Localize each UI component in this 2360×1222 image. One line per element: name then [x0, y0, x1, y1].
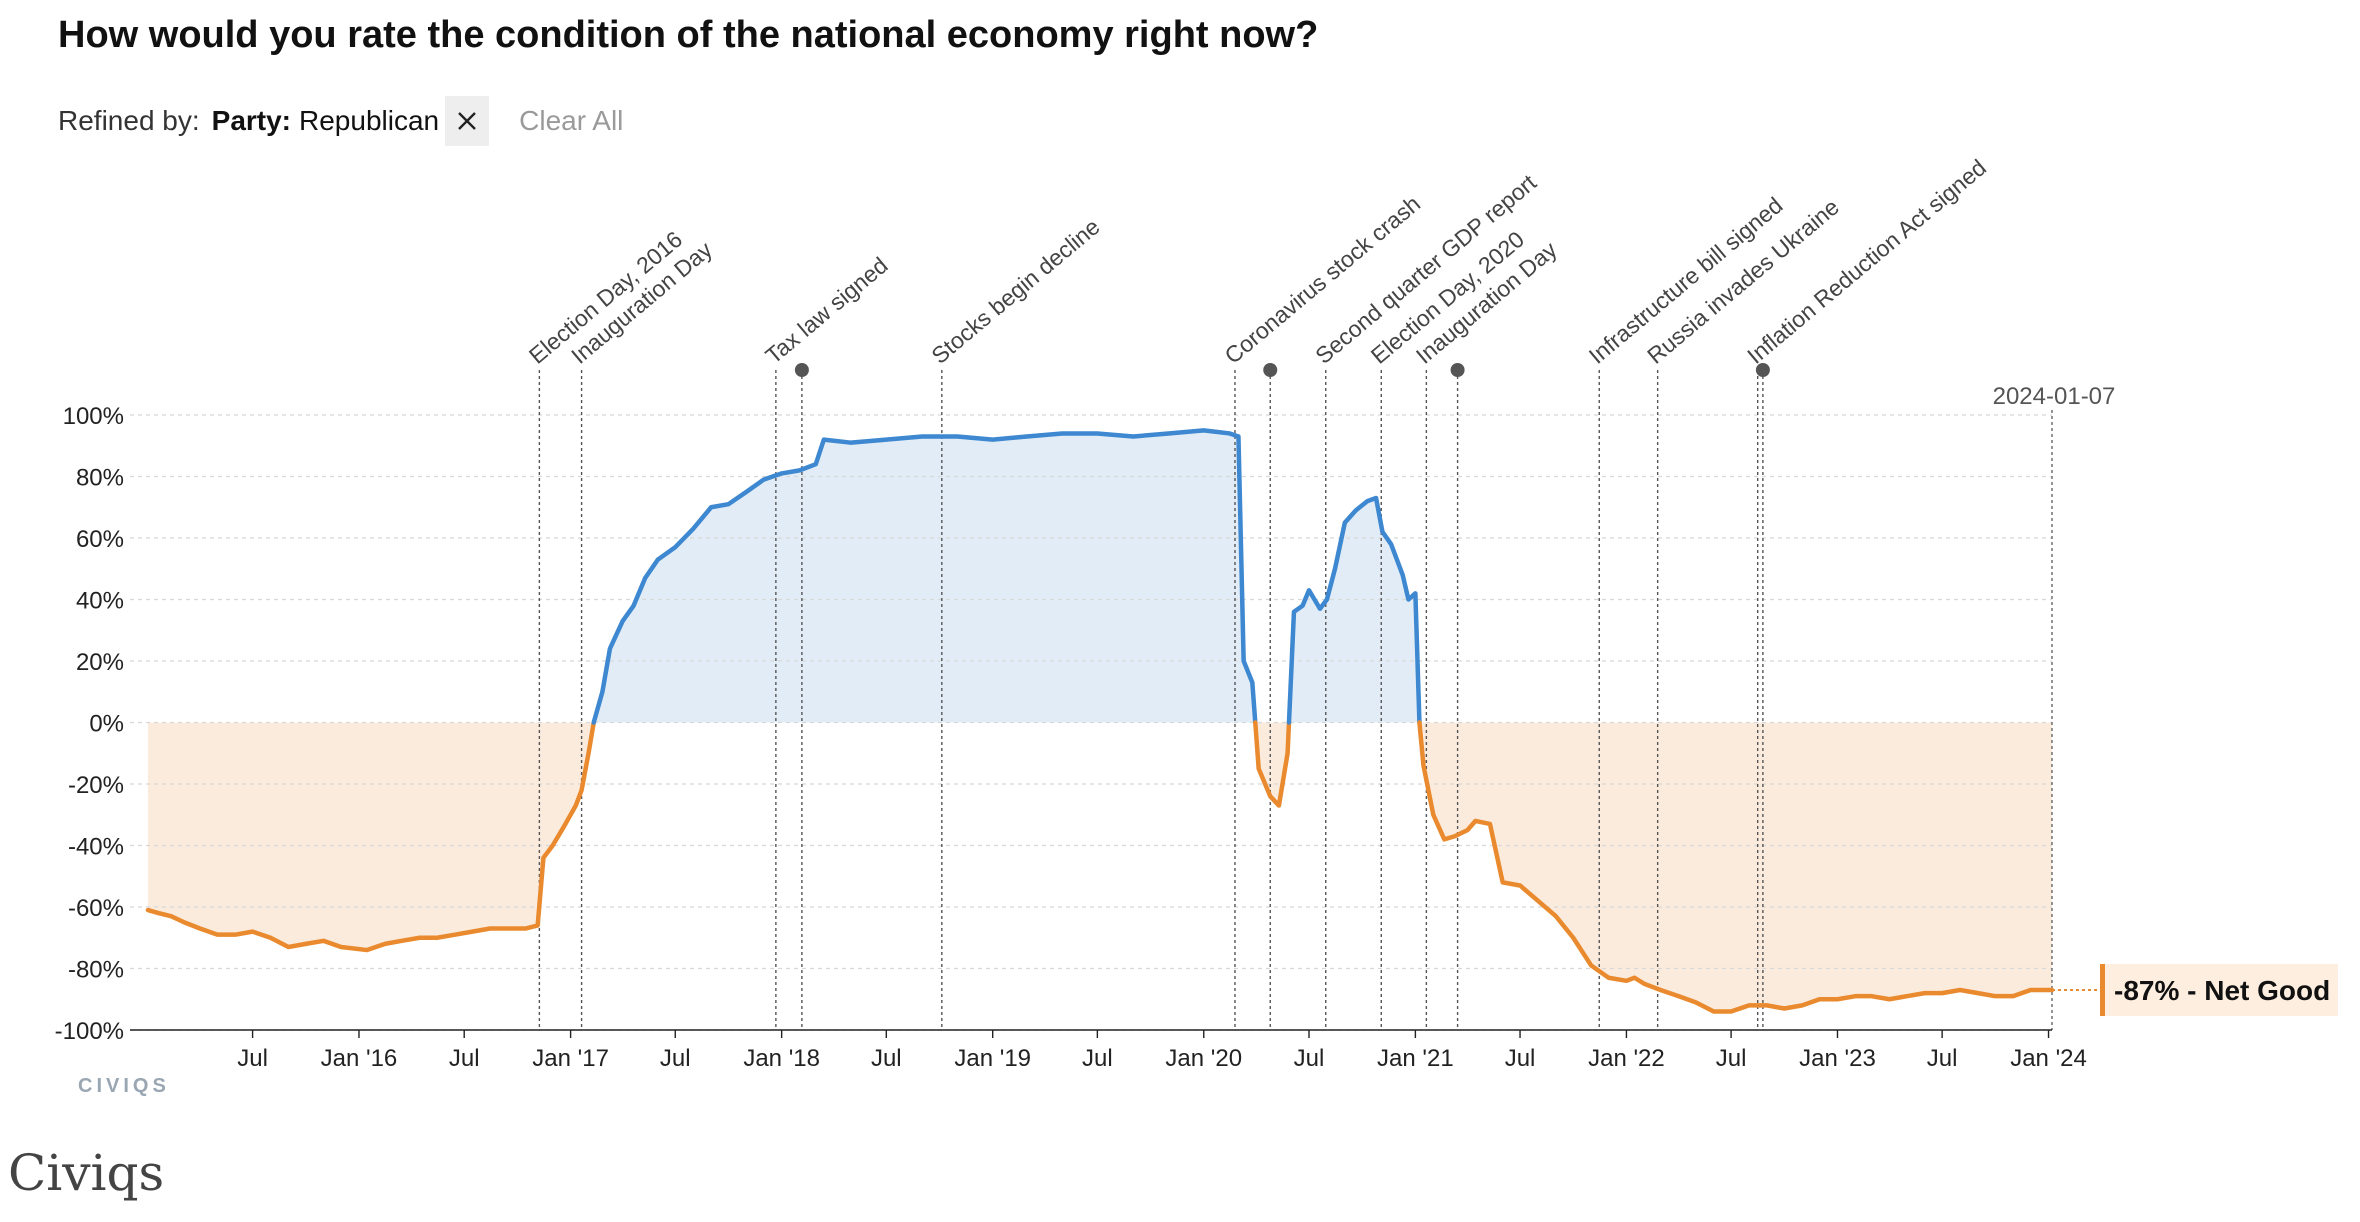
x-tick-label: Jul	[449, 1045, 480, 1072]
x-tick-label: Jan '18	[743, 1045, 820, 1072]
current-date-label: 2024-01-07	[1993, 383, 2116, 410]
x-tick-label: Jan '21	[1377, 1045, 1454, 1072]
x-tick-label: Jan '17	[532, 1045, 609, 1072]
x-tick-label: Jul	[237, 1045, 268, 1072]
positive-series-line	[591, 428, 1258, 725]
positive-series-line	[1286, 495, 1422, 725]
negative-series-line	[145, 720, 596, 953]
y-tick-label: 80%	[76, 465, 124, 492]
positive-area-fill	[593, 430, 1256, 723]
positive-area-fill	[1288, 498, 1420, 723]
x-tick-label: Jan '16	[321, 1045, 398, 1072]
x-tick-label: Jan '24	[2010, 1045, 2087, 1072]
x-tick-label: Jan '19	[954, 1045, 1031, 1072]
annotation-label: Tax law signed	[760, 252, 892, 369]
negative-series-line	[1417, 720, 2055, 1014]
current-value-label: -87% - Net Good	[2114, 975, 2330, 1006]
y-tick-label: 20%	[76, 649, 124, 676]
annotation-dot	[1755, 363, 1770, 377]
y-tick-label: -60%	[68, 895, 124, 922]
filter-chip-party: Party: Republican	[211, 96, 490, 146]
clear-all-button[interactable]: Clear All	[519, 105, 624, 136]
annotation-dot	[1263, 363, 1278, 377]
y-tick-label: -100%	[55, 1018, 124, 1045]
y-tick-label: 0%	[89, 711, 124, 738]
x-tick-label: Jul	[1505, 1045, 1536, 1072]
negative-series-line	[1253, 720, 1292, 808]
y-tick-label: -20%	[68, 772, 124, 799]
annotation-dot	[794, 363, 809, 377]
negative-area-fill	[1419, 722, 2052, 1012]
x-tick-label: Jan '22	[1588, 1045, 1665, 1072]
filter-key: Party:	[211, 105, 292, 136]
source-label: Civiqs	[8, 1144, 165, 1202]
negative-area-fill	[147, 722, 594, 951]
filter-value: Republican	[299, 105, 440, 136]
x-tick-label: Jan '23	[1799, 1045, 1876, 1072]
y-tick-label: 100%	[63, 403, 124, 430]
y-tick-label: 40%	[76, 588, 124, 615]
refine-bar: Refined by: Party: Republican Clear All	[58, 96, 623, 146]
x-tick-label: Jul	[871, 1045, 902, 1072]
value-label-box	[2100, 964, 2338, 1017]
x-tick-label: Jul	[1294, 1045, 1325, 1072]
x-tick-label: Jul	[1716, 1045, 1747, 1072]
y-tick-label: -80%	[68, 957, 124, 984]
x-tick-label: Jul	[1927, 1045, 1958, 1072]
close-icon	[458, 112, 476, 130]
x-tick-label: Jul	[660, 1045, 691, 1072]
y-tick-label: 60%	[76, 526, 124, 553]
annotation-label: Stocks begin decline	[926, 213, 1104, 369]
remove-filter-button[interactable]	[445, 96, 490, 146]
civiqs-logo: CIVIQS	[78, 1075, 170, 1097]
x-tick-label: Jul	[1082, 1045, 1113, 1072]
value-label-accent	[2100, 964, 2105, 1017]
chart-title: How would you rate the condition of the …	[58, 14, 1319, 56]
x-tick-label: Jan '20	[1165, 1045, 1242, 1072]
y-tick-label: -40%	[68, 834, 124, 861]
annotation-dot	[1450, 363, 1465, 377]
refine-label: Refined by:	[58, 105, 200, 136]
